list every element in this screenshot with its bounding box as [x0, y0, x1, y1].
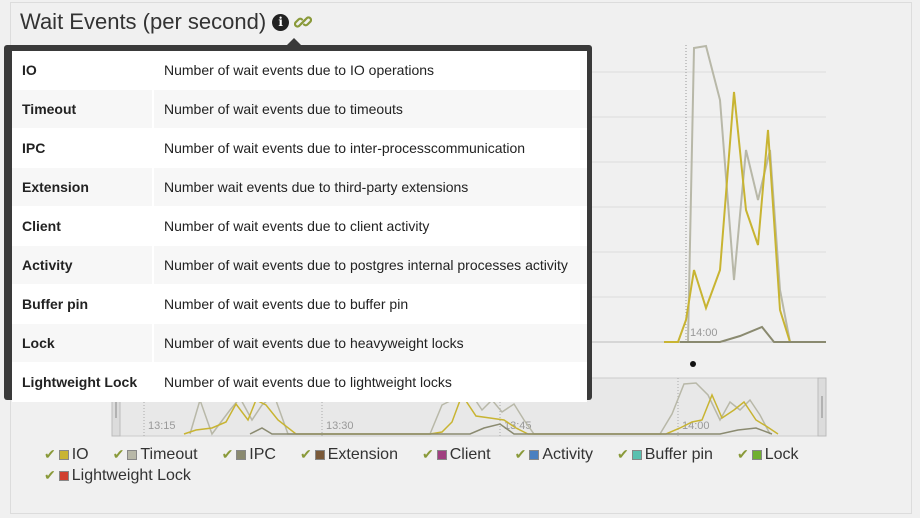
- tooltip-term: Lightweight Lock: [12, 363, 154, 402]
- legend-swatch: [58, 449, 69, 460]
- legend-item[interactable]: ✔ Buffer pin: [617, 445, 713, 464]
- check-icon: ✔: [44, 467, 56, 483]
- legend-item[interactable]: ✔ IPC: [222, 445, 276, 464]
- tooltip-description: Number of wait events due to timeouts: [154, 90, 587, 129]
- check-icon: ✔: [421, 446, 434, 462]
- legend-label: Lightweight Lock: [71, 466, 191, 484]
- tooltip-term: Client: [12, 207, 154, 246]
- legend-label: IO: [71, 445, 89, 463]
- tooltip-row: IPC Number of wait events due to inter-pr…: [12, 129, 587, 168]
- legend-swatch: [751, 449, 762, 460]
- main-chart-time-label: 14:00: [690, 327, 718, 339]
- navigator-marker-dot: [690, 361, 696, 367]
- tooltip-table: IO Number of wait events due to IO operat…: [12, 51, 587, 402]
- tooltip-term: Lock: [12, 324, 154, 363]
- series-io-line: [664, 91, 826, 343]
- tooltip-term: Activity: [12, 246, 154, 285]
- tooltip-description: Number of wait events due to postgres in…: [154, 246, 587, 285]
- check-icon: ✔: [736, 446, 749, 462]
- legend-label: Extension: [327, 445, 398, 463]
- tooltip-description: Number of wait events due to client acti…: [154, 207, 587, 246]
- tooltip-term: Buffer pin: [12, 285, 154, 324]
- legend-item[interactable]: ✔ Lightweight Lock: [44, 466, 191, 485]
- legend-label: IPC: [249, 445, 276, 463]
- check-icon: ✔: [299, 446, 312, 462]
- legend-label: Lock: [764, 445, 799, 463]
- check-icon: ✔: [44, 446, 56, 462]
- legend-item[interactable]: ✔ Timeout: [113, 445, 198, 464]
- tooltip-row: Extension Number wait events due to third…: [12, 168, 587, 207]
- check-icon: ✔: [514, 446, 527, 462]
- legend-item[interactable]: ✔ IO: [44, 445, 89, 464]
- tooltip-description: Number of wait events due to inter-proce…: [154, 129, 587, 168]
- legend-swatch: [436, 449, 447, 460]
- tooltip-term: IPC: [12, 129, 154, 168]
- navigator-time-label: 13:45: [504, 420, 532, 432]
- legend-item[interactable]: ✔ Extension: [300, 445, 398, 464]
- panel-title: Wait Events (per second): [20, 9, 267, 34]
- legend-swatch: [631, 449, 642, 460]
- legend-swatch: [529, 449, 540, 460]
- navigator-time-label: 13:15: [148, 420, 176, 432]
- legend-swatch: [127, 449, 138, 460]
- navigator-io-line: [183, 393, 779, 435]
- navigator-ipc-line: [249, 423, 773, 435]
- legend-label: Activity: [542, 445, 594, 463]
- tooltip-description: Number of wait events due to IO operatio…: [154, 51, 587, 90]
- tooltip-row: Client Number of wait events due to clien…: [12, 207, 587, 246]
- tooltip-description: Number of wait events due to lightweight…: [154, 363, 587, 402]
- check-icon: ✔: [112, 446, 125, 462]
- tooltip-row: Timeout Number of wait events due to time…: [12, 90, 587, 129]
- legend-item[interactable]: ✔ Activity: [515, 445, 593, 464]
- tooltip-row: Activity Number of wait events due to pos…: [12, 246, 587, 285]
- tooltip-description: Number wait events due to third-party ex…: [154, 168, 587, 207]
- legend-label: Buffer pin: [644, 445, 713, 463]
- legend-item[interactable]: ✔ Lock: [737, 445, 799, 464]
- info-tooltip: IO Number of wait events due to IO operat…: [4, 45, 592, 402]
- legend-swatch: [236, 449, 247, 460]
- tooltip-row: IO Number of wait events due to IO operat…: [12, 51, 587, 90]
- tooltip-caret: [286, 38, 302, 46]
- check-icon: ✔: [221, 446, 234, 462]
- legend-item[interactable]: ✔ Client: [422, 445, 491, 464]
- tooltip-term: Timeout: [12, 90, 154, 129]
- check-icon: ✔: [617, 446, 629, 462]
- legend-swatch: [58, 470, 69, 481]
- series-ipc-line: [680, 325, 826, 343]
- tooltip-term: Extension: [12, 168, 154, 207]
- tooltip-row: Buffer pin Number of wait events due to b…: [12, 285, 587, 324]
- legend-swatch: [314, 449, 325, 460]
- link-icon[interactable]: [294, 13, 313, 31]
- tooltip-row: Lightweight Lock Number of wait events du…: [12, 363, 587, 402]
- tooltip-description: Number of wait events due to buffer pin: [154, 285, 587, 324]
- tooltip-row: Lock Number of wait events due to heavywe…: [12, 324, 587, 363]
- tooltip-term: IO: [12, 51, 154, 90]
- legend-label: Timeout: [140, 445, 198, 463]
- tooltip-description: Number of wait events due to heavyweight…: [154, 324, 587, 363]
- chart-legend: ✔ IO ✔ Timeout ✔ IPC ✔ Extension ✔ Client ✔ Activit…: [44, 445, 844, 485]
- main-chart-grid: [592, 71, 826, 298]
- navigator-time-label: 13:30: [326, 420, 354, 432]
- legend-label: Client: [449, 445, 491, 463]
- info-icon[interactable]: i: [272, 13, 290, 31]
- panel-header: Wait Events (per second) i: [20, 8, 313, 36]
